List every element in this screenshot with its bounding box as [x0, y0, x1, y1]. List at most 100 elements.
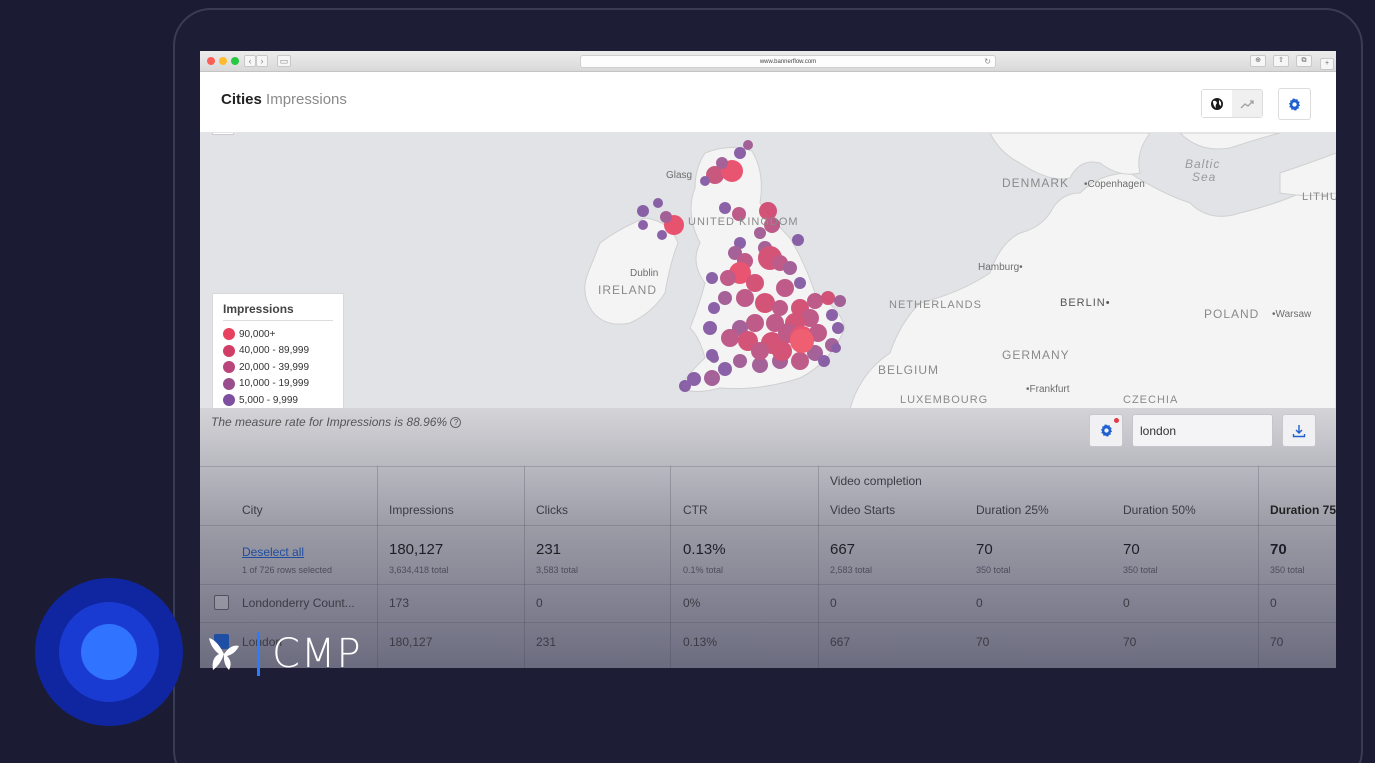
- legend-label: 20,000 - 39,999: [239, 361, 310, 373]
- svg-text:BERLIN•: BERLIN•: [1060, 297, 1111, 309]
- summary-duration-25: 70: [976, 541, 993, 558]
- trend-view-button[interactable]: [1232, 90, 1262, 117]
- trend-icon: [1240, 99, 1254, 108]
- legend-item: 90,000+: [223, 326, 333, 343]
- map-canvas[interactable]: Glasg UNITED KINGDOM Dublin IRELAND DENM…: [200, 133, 1336, 409]
- bubble-layer[interactable]: [637, 140, 846, 392]
- row-city: Londonderry Count...: [242, 596, 355, 610]
- total-ctr: 0.1% total: [683, 565, 724, 575]
- col-impressions[interactable]: Impressions: [389, 503, 454, 517]
- row-video-starts: 0: [830, 596, 837, 610]
- notification-dot: [1114, 418, 1119, 423]
- settings-button[interactable]: [1278, 88, 1311, 120]
- summary-video-starts: 667: [830, 541, 856, 558]
- row-impressions: 180,127: [389, 635, 433, 649]
- legend-label: 40,000 - 89,999: [239, 345, 310, 357]
- title-sub: Impressions: [266, 91, 347, 108]
- zoom-dot[interactable]: [231, 57, 239, 65]
- app-header: Cities Impressions: [200, 72, 1336, 133]
- row-clicks: 231: [536, 635, 557, 649]
- selection-note: 1 of 726 rows selected: [242, 565, 333, 575]
- col-duration-25[interactable]: Duration 25%: [976, 503, 1049, 517]
- download-button[interactable]: [1282, 414, 1316, 447]
- zoom-control[interactable]: [212, 133, 234, 135]
- search-value: london: [1140, 424, 1177, 438]
- col-city[interactable]: City: [242, 503, 263, 517]
- brand-divider: [257, 632, 260, 676]
- svg-text:Sea: Sea: [1192, 170, 1216, 184]
- svg-text:•Warsaw: •Warsaw: [1272, 309, 1312, 320]
- share-icon[interactable]: ⇧: [1273, 55, 1289, 67]
- row-checkbox[interactable]: [214, 595, 229, 610]
- svg-text:POLAND: POLAND: [1204, 307, 1259, 321]
- download-icon[interactable]: ⊕: [1250, 55, 1266, 67]
- legend-swatch: [223, 377, 235, 390]
- row-duration-50: 0: [1123, 596, 1130, 610]
- row-duration-50: 70: [1123, 635, 1137, 649]
- total-duration-25: 350 total: [976, 565, 1011, 575]
- col-duration-75[interactable]: Duration 75: [1270, 503, 1336, 517]
- total-duration-75: 350 total: [1270, 565, 1305, 575]
- row-ctr: 0%: [683, 596, 701, 610]
- svg-text:Dublin: Dublin: [630, 268, 658, 279]
- legend-label: 90,000+: [239, 328, 276, 340]
- reload-icon[interactable]: ↻: [984, 57, 991, 66]
- cities-table: Video completion City Impressions Clicks…: [200, 466, 1336, 668]
- gear-icon: [1100, 423, 1112, 438]
- search-input[interactable]: london: [1132, 414, 1273, 447]
- row-duration-75: 0: [1270, 596, 1277, 610]
- legend-swatch: [223, 361, 235, 374]
- view-toggle: [1201, 89, 1263, 118]
- back-icon[interactable]: ‹: [244, 55, 256, 67]
- total-clicks: 3,583 total: [536, 565, 579, 575]
- summary-clicks: 231: [536, 541, 562, 558]
- map-view-button[interactable]: [1202, 90, 1232, 117]
- browser-toolbar: ‹ › ▭ www.bannerflow.com ↻ ⊕ ⇧ ⧉ +: [200, 51, 1336, 72]
- summary-duration-75: 70: [1270, 541, 1287, 558]
- svg-text:Baltic: Baltic: [1185, 157, 1220, 171]
- svg-text:UNITED KINGDOM: UNITED KINGDOM: [688, 216, 799, 228]
- row-duration-25: 70: [976, 635, 990, 649]
- brand-name: CMP: [272, 631, 362, 677]
- group-header-video: Video completion: [830, 474, 922, 488]
- deselect-all-link[interactable]: Deselect all: [242, 545, 305, 559]
- svg-text:CZECHIA: CZECHIA: [1123, 394, 1178, 406]
- svg-text:IRELAND: IRELAND: [598, 283, 657, 297]
- download-icon: [1292, 424, 1306, 437]
- title-bold: Cities: [221, 91, 262, 108]
- brand-lockup: CMP: [207, 630, 362, 678]
- total-video-starts: 2,583 total: [830, 565, 873, 575]
- table-settings-button[interactable]: [1089, 414, 1123, 447]
- svg-text:LITHU: LITHU: [1302, 191, 1336, 203]
- svg-text:BELGIUM: BELGIUM: [878, 363, 939, 377]
- globe-icon: [1211, 97, 1223, 110]
- col-duration-50[interactable]: Duration 50%: [1123, 503, 1196, 517]
- col-clicks[interactable]: Clicks: [536, 503, 568, 517]
- legend-item: 10,000 - 19,999: [223, 376, 333, 393]
- total-impressions: 3,634,418 total: [389, 565, 449, 575]
- sidebar-icon[interactable]: ▭: [277, 55, 291, 67]
- measure-rate-text: The measure rate for Impressions is 88.9…: [211, 415, 448, 429]
- gear-icon: [1288, 97, 1301, 111]
- col-video-starts[interactable]: Video Starts: [830, 503, 896, 517]
- legend-label: 5,000 - 9,999: [239, 394, 298, 406]
- row-impressions: 173: [389, 596, 410, 610]
- address-bar[interactable]: www.bannerflow.com ↻: [580, 55, 996, 68]
- url-text: www.bannerflow.com: [759, 59, 817, 65]
- col-ctr[interactable]: CTR: [683, 503, 708, 517]
- forward-icon[interactable]: ›: [256, 55, 268, 67]
- close-dot[interactable]: [207, 57, 215, 65]
- tabs-icon[interactable]: ⧉: [1296, 55, 1312, 67]
- legend-swatch: [223, 344, 235, 357]
- help-icon[interactable]: ?: [450, 417, 462, 428]
- new-tab-icon[interactable]: +: [1320, 58, 1334, 70]
- minimize-dot[interactable]: [219, 57, 227, 65]
- browser-window: ‹ › ▭ www.bannerflow.com ↻ ⊕ ⇧ ⧉ + Citie…: [200, 51, 1336, 668]
- row-clicks: 0: [536, 596, 543, 610]
- butterfly-icon: [209, 638, 239, 670]
- summary-duration-50: 70: [1123, 541, 1140, 558]
- legend-label: 10,000 - 19,999: [239, 378, 310, 390]
- total-duration-50: 350 total: [1123, 565, 1158, 575]
- svg-text:LUXEMBOURG: LUXEMBOURG: [900, 394, 988, 406]
- cities-map[interactable]: Glasg UNITED KINGDOM Dublin IRELAND DENM…: [200, 133, 1336, 409]
